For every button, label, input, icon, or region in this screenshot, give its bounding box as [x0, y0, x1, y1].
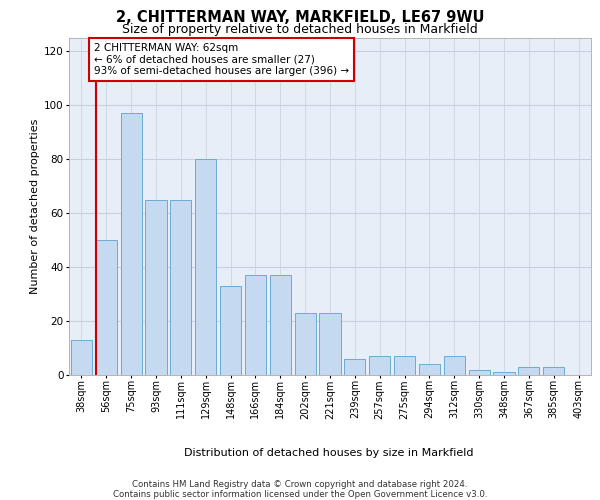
Bar: [319, 313, 341, 375]
Bar: [543, 367, 564, 375]
Text: 2 CHITTERMAN WAY: 62sqm
← 6% of detached houses are smaller (27)
93% of semi-det: 2 CHITTERMAN WAY: 62sqm ← 6% of detached…: [94, 43, 349, 76]
Bar: [270, 275, 291, 375]
Text: Distribution of detached houses by size in Markfield: Distribution of detached houses by size …: [184, 448, 473, 458]
Bar: [419, 364, 440, 375]
Bar: [71, 340, 92, 375]
Bar: [145, 200, 167, 375]
Text: Size of property relative to detached houses in Markfield: Size of property relative to detached ho…: [122, 22, 478, 36]
Bar: [295, 313, 316, 375]
Bar: [493, 372, 515, 375]
Bar: [195, 159, 216, 375]
Text: 2, CHITTERMAN WAY, MARKFIELD, LE67 9WU: 2, CHITTERMAN WAY, MARKFIELD, LE67 9WU: [116, 10, 484, 25]
Bar: [220, 286, 241, 375]
Bar: [444, 356, 465, 375]
Bar: [518, 367, 539, 375]
Text: Contains HM Land Registry data © Crown copyright and database right 2024.
Contai: Contains HM Land Registry data © Crown c…: [113, 480, 487, 499]
Bar: [121, 113, 142, 375]
Bar: [96, 240, 117, 375]
Bar: [245, 275, 266, 375]
Bar: [369, 356, 390, 375]
Y-axis label: Number of detached properties: Number of detached properties: [29, 118, 40, 294]
Bar: [394, 356, 415, 375]
Bar: [170, 200, 191, 375]
Bar: [344, 359, 365, 375]
Bar: [469, 370, 490, 375]
